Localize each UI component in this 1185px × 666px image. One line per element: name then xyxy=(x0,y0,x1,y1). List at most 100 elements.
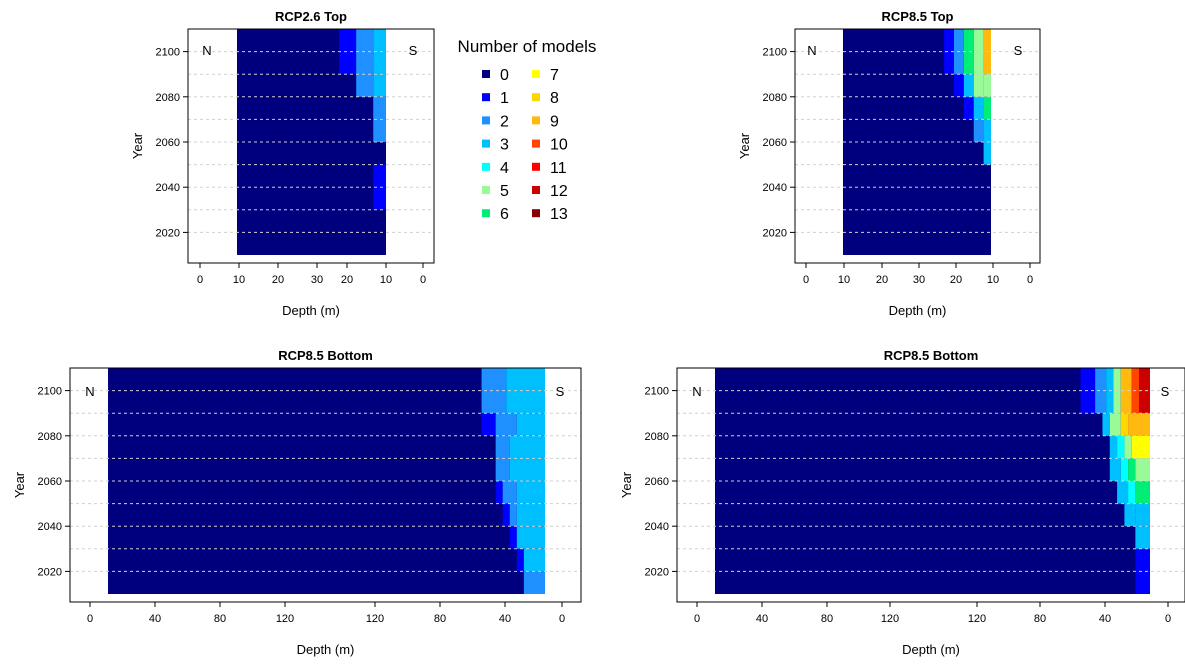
x-tick-label: 120 xyxy=(276,613,294,625)
legend-swatch xyxy=(532,70,540,78)
legend-label: 2 xyxy=(500,113,509,130)
panel-title: RCP2.6 Top xyxy=(275,9,347,24)
y-tick-label: 2020 xyxy=(763,227,787,239)
heatmap-cell xyxy=(1120,413,1129,436)
y-tick-label: 2080 xyxy=(156,92,180,104)
heatmap-cell xyxy=(516,481,545,504)
x-tick-label: 0 xyxy=(1027,274,1033,286)
legend-swatch xyxy=(482,116,490,125)
x-tick-label: 120 xyxy=(968,613,986,625)
x-tick-label: 0 xyxy=(197,274,203,286)
heatmap-cell xyxy=(1128,481,1136,504)
heatmap-cell xyxy=(1095,368,1107,414)
heatmap-cell xyxy=(516,413,545,436)
heatmap-cell xyxy=(944,29,954,75)
heatmap-cell xyxy=(523,571,545,594)
x-tick-label: 30 xyxy=(311,274,323,286)
heatmap-cell xyxy=(495,413,517,436)
legend-swatch xyxy=(482,70,490,78)
south-label: S xyxy=(556,384,565,399)
legend-swatch xyxy=(482,93,490,102)
heatmap-cell xyxy=(516,503,545,527)
heatmap-cell xyxy=(1109,458,1121,481)
panel-title: RCP8.5 Bottom xyxy=(884,348,979,363)
y-tick-label: 2080 xyxy=(763,92,787,104)
y-tick-label: 2040 xyxy=(763,182,787,194)
panel-1: RCP2.6 Top 2020 2040 2060 2080 2100 0 10 20 30 20 1… xyxy=(130,9,435,318)
heatmap-cell xyxy=(502,481,517,504)
heatmap-cell xyxy=(516,526,545,549)
x-tick-label: 40 xyxy=(756,613,768,625)
north-label: N xyxy=(85,384,94,399)
heatmap-cell xyxy=(1117,435,1125,459)
x-tick-label: 20 xyxy=(272,274,284,286)
heatmap-cell xyxy=(1135,548,1150,594)
heatmap-cell xyxy=(509,503,517,527)
south-label: S xyxy=(1014,43,1023,58)
x-axis-label: Depth (m) xyxy=(297,642,355,657)
heatmap-cell xyxy=(1128,413,1150,436)
heatmap-cell xyxy=(954,74,964,97)
x-tick-label: 0 xyxy=(694,613,700,625)
x-tick-label: 10 xyxy=(233,274,245,286)
legend-swatch xyxy=(532,162,540,171)
x-axis-label: Depth (m) xyxy=(902,642,960,657)
heatmap-cell xyxy=(339,29,357,75)
panel-3: RCP8.5 Bottom 2020 2040 2060 2080 2100 0 40 80 12… xyxy=(12,348,582,657)
heatmap-cell xyxy=(983,96,991,120)
legend-label: 1 xyxy=(500,90,509,107)
x-tick-label: 120 xyxy=(366,613,384,625)
x-tick-label: 40 xyxy=(1099,613,1111,625)
north-label: N xyxy=(807,43,816,58)
south-label: S xyxy=(409,43,418,58)
legend-swatch xyxy=(532,209,540,218)
x-tick-label: 40 xyxy=(499,613,511,625)
legend-title: Number of models xyxy=(458,37,597,56)
heatmap-cell xyxy=(963,96,974,120)
north-label: N xyxy=(692,384,701,399)
x-tick-label: 0 xyxy=(803,274,809,286)
legend-label: 10 xyxy=(550,137,568,154)
y-tick-label: 2060 xyxy=(645,476,669,488)
x-tick-label: 0 xyxy=(1165,613,1171,625)
heatmap-cell xyxy=(502,503,510,527)
legend-swatch xyxy=(482,209,490,218)
axes-box xyxy=(676,367,1185,603)
heatmap-cell xyxy=(1128,458,1136,481)
y-tick-label: 2080 xyxy=(38,431,62,443)
y-tick-label: 2020 xyxy=(156,227,180,239)
heatmap-cell xyxy=(373,29,386,97)
x-tick-label: 10 xyxy=(838,274,850,286)
heatmap-cell xyxy=(1124,503,1136,527)
x-tick-label: 0 xyxy=(87,613,93,625)
legend-label: 12 xyxy=(550,183,568,200)
axes-box xyxy=(794,28,1041,264)
y-tick-label: 2040 xyxy=(645,521,669,533)
heatmap-cell xyxy=(373,96,386,142)
x-tick-label: 10 xyxy=(380,274,392,286)
y-tick-label: 2020 xyxy=(38,566,62,578)
x-axis-label: Depth (m) xyxy=(282,303,340,318)
heatmap-cell xyxy=(1135,458,1150,481)
heatmap-cell xyxy=(509,526,517,549)
heatmap-cell xyxy=(1117,481,1129,504)
heatmap-cell xyxy=(1120,458,1129,481)
y-tick-label: 2100 xyxy=(38,386,62,398)
x-tick-label: 80 xyxy=(214,613,226,625)
heatmap-cell xyxy=(983,74,991,97)
x-tick-label: 0 xyxy=(420,274,426,286)
heatmap-cell xyxy=(1102,413,1110,436)
legend-swatch xyxy=(532,139,540,148)
heatmap-cell xyxy=(963,74,974,97)
heatmap-cell xyxy=(973,119,984,142)
panel-4: RCP8.5 Bottom 2020 2040 2060 2080 2100 0 40 80 12… xyxy=(619,348,1185,657)
y-tick-label: 2060 xyxy=(156,137,180,149)
y-tick-label: 2020 xyxy=(645,566,669,578)
y-tick-label: 2060 xyxy=(763,137,787,149)
legend-label: 6 xyxy=(500,206,509,223)
legend-label: 9 xyxy=(550,113,559,130)
y-axis-label: Year xyxy=(12,471,27,498)
y-tick-label: 2100 xyxy=(763,47,787,59)
legend-label: 7 xyxy=(550,67,559,84)
